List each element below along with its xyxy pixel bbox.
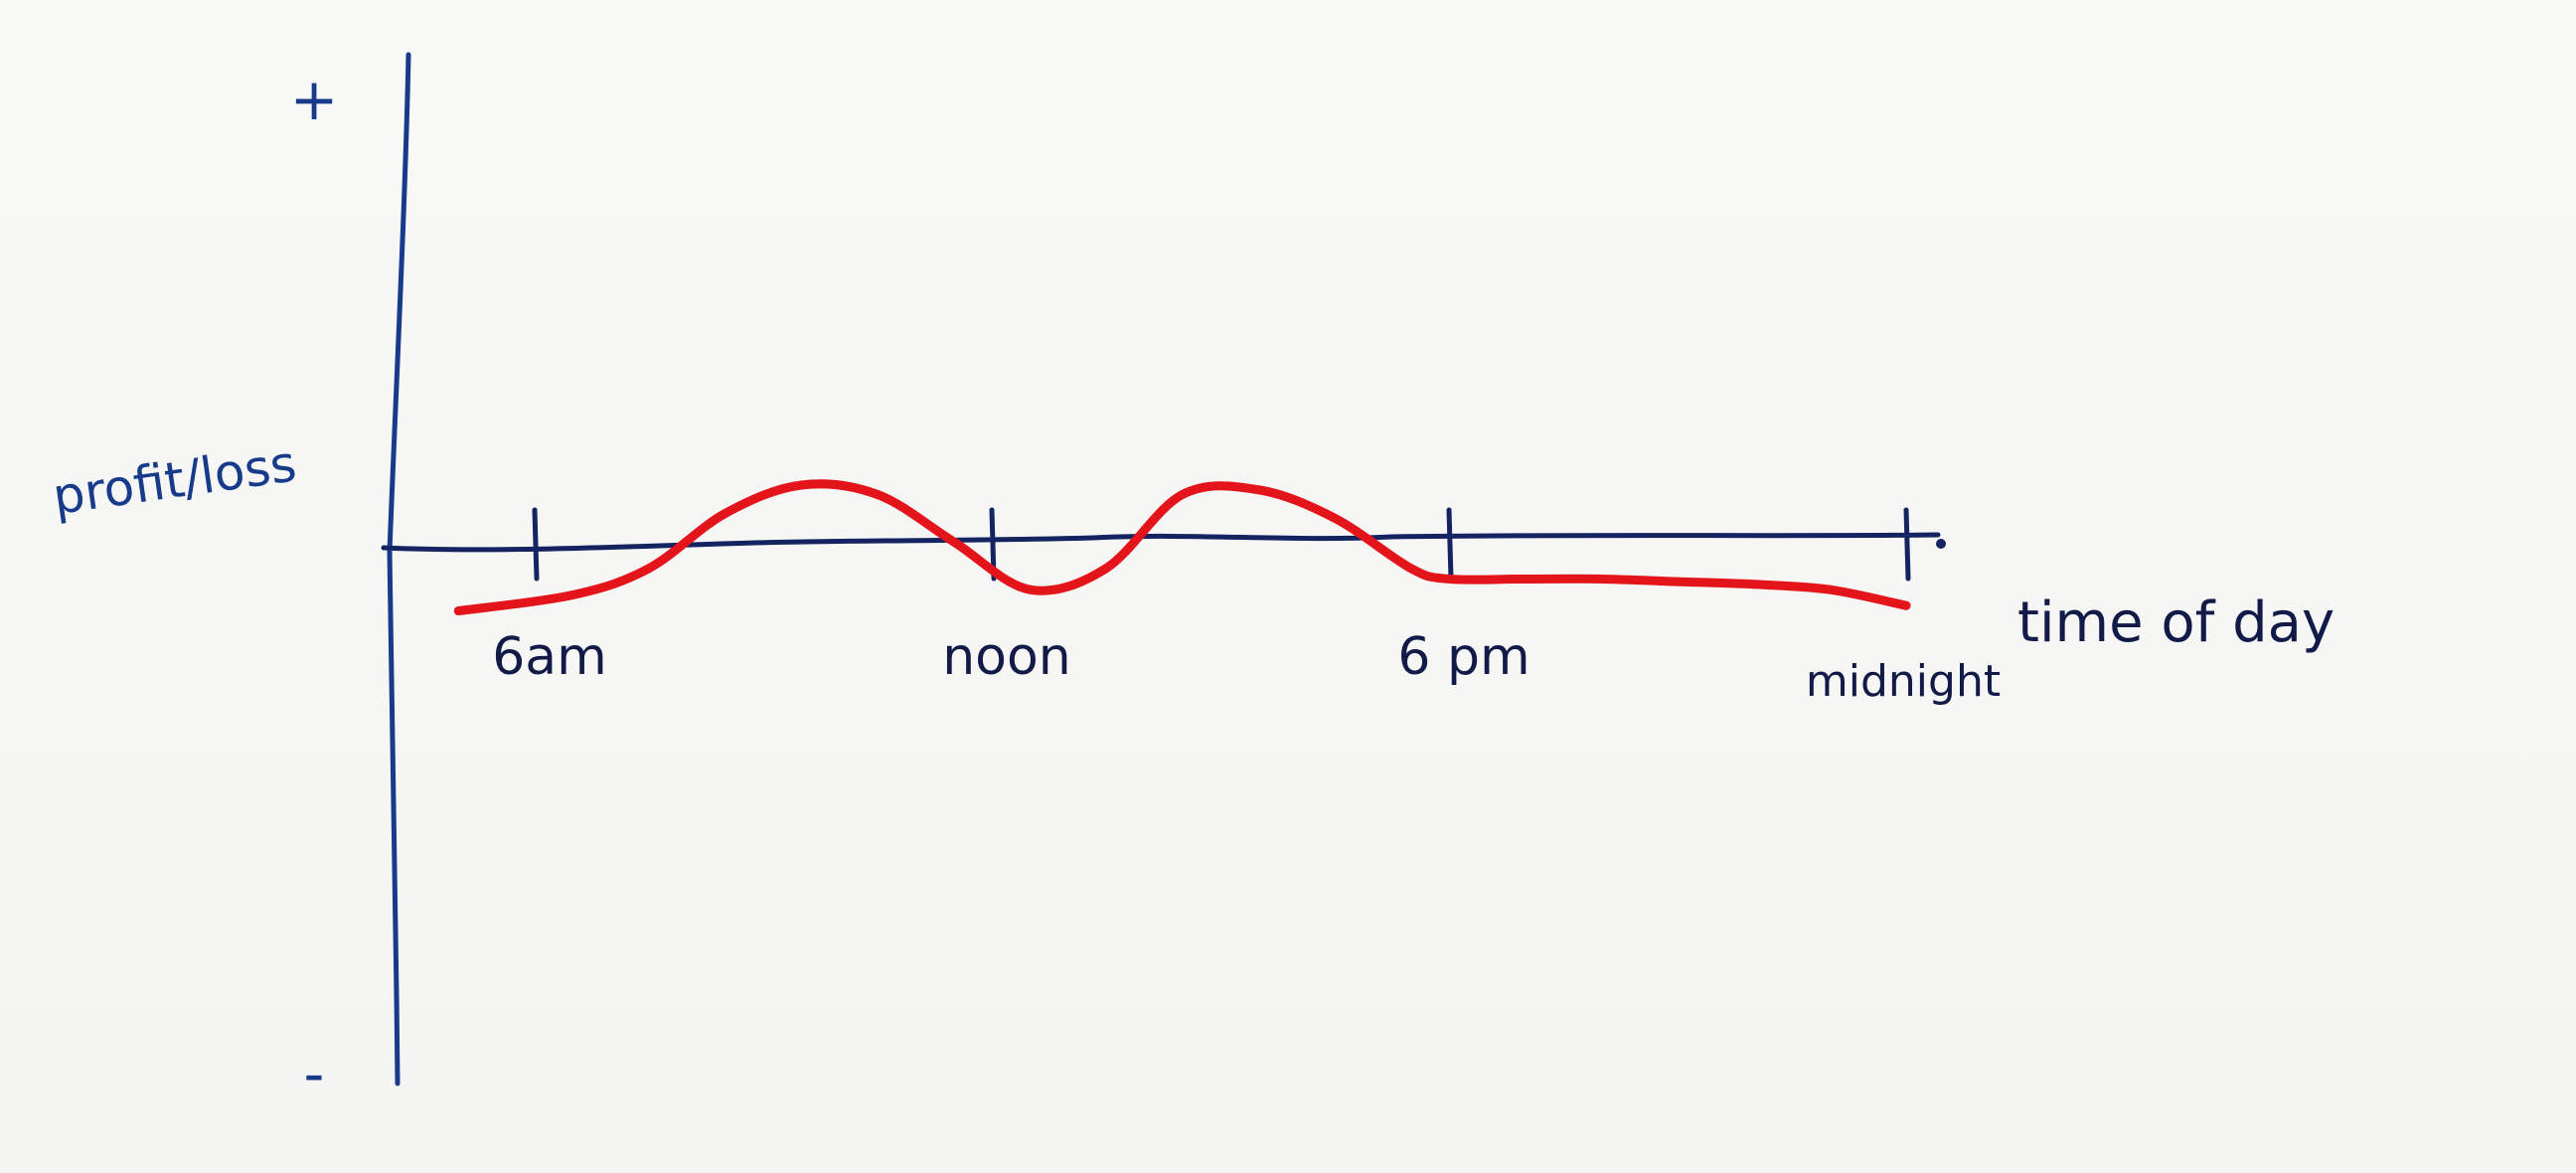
x-tick-label-0: 6am [492, 627, 607, 687]
x-axis-line [381, 532, 1941, 553]
series-0-point-17 [1749, 580, 1759, 589]
series-0-point-14 [1521, 574, 1530, 584]
y-axis-line [387, 52, 411, 1087]
series-0-point-7 [1025, 585, 1035, 594]
series-0-point-15 [1596, 574, 1606, 584]
y-axis-title: profit/loss [50, 434, 300, 526]
series-layer [453, 479, 1911, 616]
series-0-point-3 [721, 509, 730, 518]
series-0-point-19 [1901, 600, 1911, 610]
x-tick-2 [1446, 507, 1454, 582]
series-0-point-4 [796, 480, 806, 490]
series-0-point-10 [1253, 485, 1263, 495]
series-line-0 [453, 479, 1911, 616]
x-tick-label-2: 6 pm [1397, 627, 1530, 687]
series-0-point-16 [1673, 577, 1683, 586]
y-axis-max-label: + [290, 66, 339, 133]
x-tick-label-3: midnight [1806, 656, 2001, 707]
x-tick-label-1: noon [942, 627, 1071, 687]
x-tick-3 [1903, 507, 1911, 582]
x-axis-ticks: 6am noon 6 pm midnight [492, 507, 2001, 707]
series-0-point-2 [644, 564, 654, 574]
series-0-point-18 [1825, 585, 1835, 594]
series-0-point-11 [1330, 513, 1340, 523]
series-0-point-5 [873, 490, 883, 499]
series-0-point-9 [1178, 490, 1188, 499]
series-0-point-1 [567, 590, 577, 599]
series-0-point-12 [1406, 564, 1416, 574]
x-tick-0 [532, 507, 540, 582]
x-axis-end-dot [1936, 539, 1946, 549]
series-0-point-6 [949, 537, 959, 547]
axes [381, 52, 1946, 1087]
series-0-point-0 [453, 606, 463, 616]
y-axis-min-label: - [304, 1040, 325, 1107]
series-0-point-13 [1444, 574, 1454, 584]
x-axis-title: time of day [2017, 590, 2334, 655]
series-0-point-8 [1101, 564, 1111, 574]
